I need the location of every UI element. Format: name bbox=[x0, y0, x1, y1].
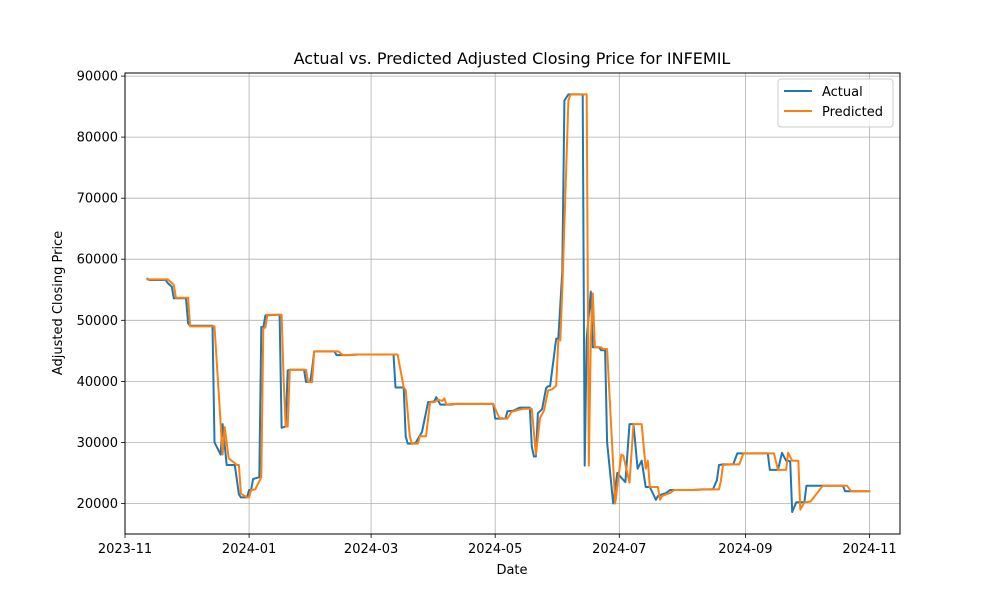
x-tick-label: 2023-11 bbox=[98, 542, 152, 557]
y-tick-label: 40000 bbox=[77, 375, 118, 390]
y-tick-label: 60000 bbox=[77, 253, 118, 268]
y-axis-label: Adjusted Closing Price bbox=[51, 231, 66, 375]
chart-title: Actual vs. Predicted Adjusted Closing Pr… bbox=[294, 49, 731, 68]
x-tick-label: 2024-05 bbox=[468, 542, 522, 557]
x-tick-label: 2024-11 bbox=[842, 542, 896, 557]
legend-label-predicted: Predicted bbox=[822, 105, 883, 120]
x-tick-label: 2024-03 bbox=[344, 542, 398, 557]
y-tick-label: 50000 bbox=[77, 314, 118, 329]
x-axis-label: Date bbox=[496, 563, 527, 578]
y-tick-label: 70000 bbox=[77, 192, 118, 207]
plot-area-frame bbox=[124, 72, 901, 535]
x-axis: 2023-11 2024-01 2024-03 2024-05 2024-07 2024-… bbox=[98, 534, 897, 557]
y-tick-label: 20000 bbox=[77, 497, 118, 512]
legend-label-actual: Actual bbox=[822, 85, 863, 100]
series-line-predicted bbox=[146, 93, 871, 511]
legend: Actual Predicted bbox=[777, 78, 894, 128]
x-tick-label: 2024-01 bbox=[222, 542, 276, 557]
x-tick-label: 2024-07 bbox=[592, 542, 646, 557]
y-axis: 20000 30000 40000 50000 60000 70000 80000 90000 bbox=[77, 70, 125, 512]
y-tick-label: 90000 bbox=[77, 70, 118, 85]
y-tick-label: 80000 bbox=[77, 131, 118, 146]
series-lines bbox=[146, 93, 871, 513]
grid bbox=[124, 73, 900, 534]
x-tick-label: 2024-09 bbox=[718, 542, 772, 557]
y-tick-label: 30000 bbox=[77, 436, 118, 451]
